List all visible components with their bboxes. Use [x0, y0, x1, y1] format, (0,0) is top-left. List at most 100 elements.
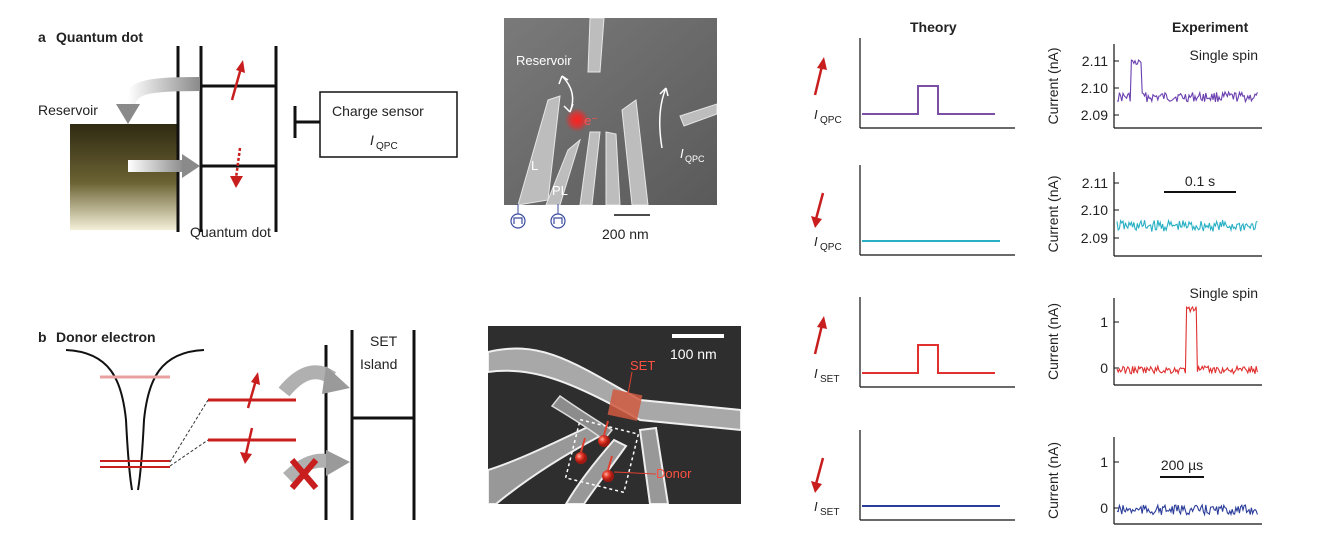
- panel-a-schematic: a Quantum dot Reservoir Quantum dot Char…: [38, 29, 458, 240]
- qpc-current-arrowhead: [659, 87, 669, 97]
- gate-right: [638, 426, 670, 504]
- experiment-trace: [1116, 503, 1258, 517]
- experiment-trace: [1116, 305, 1258, 376]
- electron-glow: [565, 108, 589, 132]
- theory-ylabel-symbol: I: [814, 366, 818, 381]
- theory-column-title: Theory: [910, 19, 957, 35]
- experiment-y-tick-label: 0: [1100, 500, 1108, 516]
- tunnel-in-arrow: [128, 160, 184, 172]
- reservoir-tunnel-arrowhead-top: [558, 75, 569, 85]
- donor-atoms: [575, 420, 657, 482]
- theory-spin-up-arrow: [813, 324, 824, 355]
- gate-top: [587, 18, 605, 73]
- panel-b-letter: b: [38, 329, 47, 345]
- donor-atom-2: [598, 435, 610, 447]
- theory-spin-down-arrowhead: [811, 481, 822, 493]
- donor-region-box: [564, 418, 640, 494]
- theory-trace: [862, 85, 995, 115]
- panel-a-title: Quantum dot: [56, 29, 143, 45]
- micrograph-b-donor-label: Donor: [656, 466, 692, 481]
- experiment-y-axis-label: Current (nA): [1045, 47, 1061, 124]
- theory-ylabel-symbol: I: [814, 107, 818, 122]
- set-label-line2: Island: [360, 356, 397, 372]
- gate-l-label: L: [531, 158, 538, 173]
- reservoir-label: Reservoir: [38, 102, 98, 118]
- tunnel-in-arrowhead: [182, 154, 200, 178]
- theory-spin-up-arrowhead: [817, 57, 827, 70]
- theory-plot-1: I QPC: [813, 38, 1015, 129]
- theory-ylabel-symbol: I: [814, 499, 818, 514]
- experiment-y-tick-label: 2.09: [1081, 107, 1108, 123]
- experiment-y-tick-label: 0: [1100, 360, 1108, 376]
- spin-b-up-arrow: [246, 379, 258, 409]
- experiment-column-title: Experiment: [1172, 19, 1249, 35]
- theory-spin-down-arrow: [814, 192, 825, 220]
- experiment-plot-2: 2.11 2.10 2.09 Current (nA) 0.1 s: [1045, 172, 1262, 257]
- theory-spin-down-arrow: [814, 457, 825, 485]
- experiment-y-axis-label: Current (nA): [1045, 303, 1061, 380]
- gate-c2: [605, 131, 621, 205]
- zeeman-guide-lower: [169, 439, 209, 467]
- experiment-y-tick-label: 2.11: [1082, 175, 1108, 191]
- charge-sensor-label: Charge sensor: [332, 103, 424, 119]
- zeeman-guide-upper: [169, 399, 209, 463]
- panel-a-letter: a: [38, 29, 46, 45]
- experiment-annotation: Single spin: [1190, 47, 1259, 63]
- donor-atom-1: [575, 452, 587, 464]
- micrograph-a: e⁻ Reservoir I QPC L PL 200 nm: [504, 18, 717, 242]
- set-pointer: [627, 371, 633, 395]
- theory-ylabel-subscript: QPC: [820, 115, 842, 126]
- spin-b-up-arrowhead: [251, 372, 260, 385]
- quantum-dot-label: Quantum dot: [190, 224, 271, 240]
- experiment-trace: [1116, 59, 1258, 104]
- tunnel-out-arrow: [121, 77, 201, 107]
- set-lead: [488, 347, 741, 432]
- charge-sensor-symbol: I: [370, 132, 374, 148]
- theory-ylabel-subscript: QPC: [820, 242, 842, 253]
- experiment-y-tick-label: 1: [1100, 454, 1108, 470]
- set-island-highlight: [607, 389, 643, 421]
- micrograph-b-set-label: SET: [630, 358, 655, 373]
- theory-ylabel-symbol: I: [814, 234, 818, 249]
- experiment-y-tick-label: 2.11: [1082, 53, 1108, 69]
- spin-down-arrow: [234, 147, 242, 179]
- experiment-y-axis-label: Current (nA): [1045, 442, 1061, 519]
- theory-ylabel-subscript: SET: [820, 374, 839, 385]
- donor-atom-3: [602, 470, 614, 482]
- theory-plot-2: I QPC: [811, 165, 1015, 256]
- micrograph-a-current-symbol: I: [680, 146, 684, 161]
- reservoir-tunnel-arrowhead-bottom: [563, 103, 574, 113]
- charge-sensor-box: [319, 91, 458, 158]
- theory-trace: [862, 344, 995, 374]
- donor-pointer: [613, 471, 657, 475]
- tunnel-out-arrowhead: [116, 104, 140, 124]
- spin-b-down-arrowhead: [240, 452, 252, 464]
- tunnel-blocked-cross: [289, 458, 319, 490]
- gate-r: [621, 99, 649, 205]
- scale-bar-b-label: 100 nm: [670, 346, 717, 362]
- set-label-line1: SET: [370, 333, 398, 349]
- donor-spin-1: [580, 437, 586, 453]
- donor-spin-2: [603, 420, 609, 436]
- experiment-plot-4: 1 0 Current (nA) 200 µs: [1045, 437, 1262, 525]
- experiment-trace: [1116, 218, 1258, 233]
- experiment-time-scale-label: 200 µs: [1161, 457, 1203, 473]
- experiment-y-tick-label: 2.09: [1081, 230, 1108, 246]
- micrograph-b: SET Donor 100 nm: [488, 326, 741, 504]
- tunnel-blocked-arrowhead: [326, 450, 350, 476]
- pulse-source-pl: [550, 204, 566, 229]
- donor-spin-3: [607, 455, 613, 471]
- experiment-plot-1: 2.11 2.10 2.09 Current (nA) Single spin: [1045, 44, 1262, 129]
- spin-down-arrowhead: [230, 176, 243, 188]
- experiment-time-scale-label: 0.1 s: [1185, 173, 1215, 189]
- gate-qpc: [679, 103, 717, 127]
- gate-pl: [545, 138, 581, 205]
- theory-ylabel-subscript: SET: [820, 507, 839, 518]
- micrograph-a-current-subscript: QPC: [685, 154, 705, 164]
- experiment-y-axis-label: Current (nA): [1045, 175, 1061, 252]
- theory-plot-4: I SET: [811, 430, 1015, 521]
- panel-b-schematic: b Donor electron SET Island: [38, 329, 416, 520]
